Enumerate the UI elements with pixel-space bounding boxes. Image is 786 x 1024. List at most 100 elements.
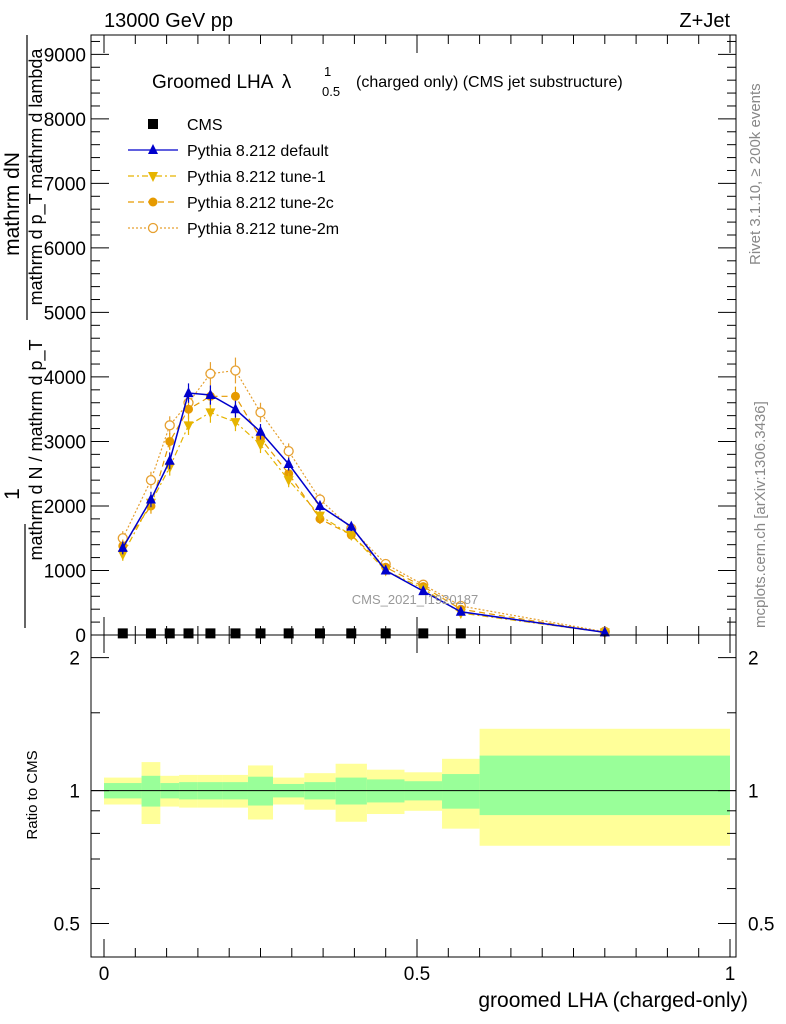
marker-square [145,628,156,639]
legend-label: Pythia 8.212 tune-1 [187,169,326,186]
main-y-tick-label: 1000 [44,561,86,582]
ratio-inner-band [442,774,480,809]
marker-triangle-up [230,403,241,414]
ylabel-denominator: mathrm d N / mathrm d p_T [26,339,47,560]
legend-entry: Pythia 8.212 tune-1 [128,169,326,186]
series-line [122,395,605,634]
marker-circle [148,197,158,207]
series-pythia-8-212-default [117,383,610,637]
marker-circle-open [205,368,216,379]
marker-triangle-down [117,550,128,561]
marker-triangle-up [346,520,357,531]
ratio-y-tick-label: 2 [69,649,80,670]
ratio-x-ticks: 0 0.5 1 [99,635,736,985]
main-y-tick-label: 0 [75,626,86,647]
title-main: Groomed LHA [152,72,274,93]
marker-circle [230,391,240,401]
header-energy: 13000 GeV pp [104,10,233,32]
marker-square [283,628,294,639]
ratio-inner-band [141,775,161,807]
marker-triangle-down [148,172,158,182]
marker-circle [165,436,175,446]
marker-triangle-down [183,421,194,432]
ratio-plot-frame [90,634,737,958]
marker-square [205,628,216,639]
legend-label: Pythia 8.212 default [187,143,329,160]
marker-triangle-up [145,493,156,504]
mcplots-label: mcplots.cern.ch [arXiv:1306.3436] [752,401,769,628]
marker-square [255,628,266,639]
marker-triangle-up [255,425,266,436]
legend-entry: Pythia 8.212 tune-2c [128,195,334,212]
marker-circle [184,404,194,414]
ratio-uncertainty-bands [104,728,730,846]
ratio-y-tick-label: 1 [69,782,80,803]
rivet-label: Rivet 3.1.10, ≥ 200k events [747,83,764,265]
series-line [122,411,605,634]
ratio-panel: 0.5 0.5 1 1 2 2 0 0.5 1 Ratio to CMS groomed LH… [24,634,775,1012]
main-y-tick-label: 9000 [44,45,86,66]
marker-triangle-up [314,499,325,510]
marker-triangle-up [148,144,158,154]
main-y-ticks: 0 1000 2000 3000 4000 5000 6000 7000 8000 9000 [44,40,736,647]
legend-label: CMS [187,117,223,134]
marker-triangle-down [346,531,357,541]
marker-triangle-up [599,626,610,637]
main-y-tick-label: 8000 [44,110,86,131]
marker-triangle-up [205,389,216,399]
marker-circle-open [230,365,241,376]
marker-square [455,628,466,639]
marker-triangle-up [183,387,194,398]
marker-square [314,628,325,639]
marker-triangle-up [164,454,175,465]
marker-triangle-up [380,564,391,575]
legend-entry: CMS [148,117,223,134]
title-sub: 0.5 [322,84,340,99]
marker-square [346,628,357,639]
marker-circle-open [164,420,175,431]
marker-triangle-up [283,458,294,469]
cms-data-points [117,628,466,639]
marker-circle-open [255,407,266,418]
main-y-tick-label: 3000 [44,432,86,453]
marker-square [380,628,391,639]
analysis-watermark: CMS_2021_I1920187 [352,592,479,607]
x-axis-label: groomed LHA (charged-only) [478,989,748,1012]
x-tick-label: 1 [725,964,736,985]
main-y-tick-label: 4000 [44,368,86,389]
main-x-ticks [103,35,731,635]
ratio-y-tick-label: 0.5 [54,915,80,936]
marker-square [230,628,241,639]
marker-triangle-down [205,408,216,419]
chart-title: Groomed LHA λ [152,72,292,93]
marker-triangle-up [455,605,466,616]
main-y-tick-label: 6000 [44,239,86,260]
ylabel-dpt-dlambda: mathrm d p_T mathrm d lambda [26,48,47,306]
main-y-tick-label: 2000 [44,497,86,518]
marker-square [183,628,194,639]
x-tick-label: 0.5 [404,964,430,985]
header-process: Z+Jet [679,10,730,32]
marker-triangle-down [230,418,241,429]
series-line [122,392,605,634]
marker-triangle-up [117,541,128,552]
x-tick-label: 0 [99,964,110,985]
marker-square [117,628,128,639]
legend: CMS Pythia 8.212 default Pythia 8.212 tune… [128,117,339,238]
title-sup: 1 [324,64,331,79]
ratio-y-ticks: 0.5 0.5 1 1 2 2 [54,649,775,936]
legend-entry: Pythia 8.212 default [128,143,329,160]
main-y-tick-label: 5000 [44,303,86,324]
main-y-tick-label: 7000 [44,174,86,195]
ratio-y-tick-label-right: 2 [748,649,759,670]
legend-entry: Pythia 8.212 tune-2m [128,221,339,238]
title-symbol: λ [282,72,292,93]
ratio-y-axis-label: Ratio to CMS [24,750,41,839]
main-panel: 0 1000 2000 3000 4000 5000 6000 7000 8000 9000 Gr… [1,34,737,647]
ylabel-one: 1 [1,488,24,500]
marker-circle-open [145,475,157,486]
marker-triangle-down [283,476,294,487]
ratio-inner-band [479,755,730,816]
marker-square [418,628,429,639]
